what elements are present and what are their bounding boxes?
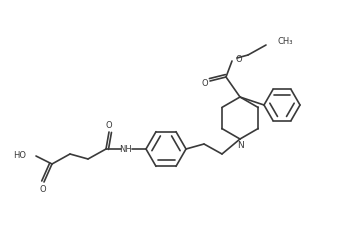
Text: CH₃: CH₃ xyxy=(278,38,293,47)
Text: HO: HO xyxy=(13,152,26,161)
Text: O: O xyxy=(40,185,46,194)
Text: O: O xyxy=(235,55,242,65)
Text: N: N xyxy=(237,141,243,150)
Text: O: O xyxy=(202,79,208,87)
Text: NH: NH xyxy=(120,145,132,154)
Text: O: O xyxy=(106,120,112,129)
